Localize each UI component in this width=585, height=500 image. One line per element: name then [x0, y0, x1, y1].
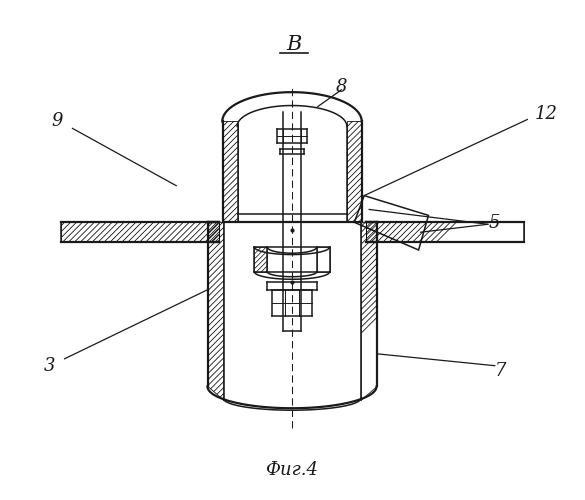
Text: 8: 8 [336, 78, 347, 96]
Text: 9: 9 [52, 112, 63, 130]
Text: 3: 3 [44, 356, 56, 374]
Text: 7: 7 [495, 362, 507, 380]
Text: 12: 12 [534, 104, 558, 122]
Text: Фиг.4: Фиг.4 [266, 460, 318, 478]
Text: В: В [286, 35, 302, 54]
Text: 5: 5 [489, 214, 501, 232]
